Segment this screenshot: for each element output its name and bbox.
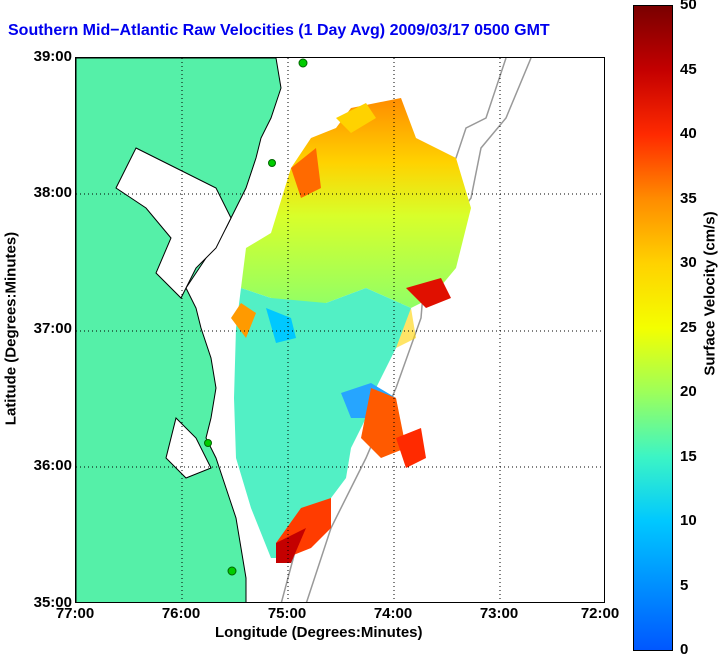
x-axis-label: Longitude (Degrees:Minutes): [215, 624, 423, 641]
map-plot-area: [75, 57, 605, 603]
colorbar-tick: 45: [680, 61, 697, 78]
y-tick-label: 39:00: [33, 48, 72, 65]
velocity-field: [231, 98, 471, 563]
colorbar-tick: 10: [680, 512, 697, 529]
station-markers: [204, 58, 308, 576]
bay: [115, 147, 232, 299]
colorbar-tick: 20: [680, 383, 697, 400]
colorbar-tick: 30: [680, 254, 697, 271]
chart-title: Southern Mid−Atlantic Raw Velocities (1 …: [8, 22, 550, 39]
colorbar-tick: 50: [680, 0, 697, 13]
y-axis-label: Latitude (Degrees:Minutes): [2, 231, 20, 426]
map-gridlines: [76, 58, 604, 602]
x-tick-label: 76:00: [161, 605, 201, 622]
map-canvas: [76, 58, 604, 602]
colorbar-tick: 5: [680, 577, 689, 594]
x-tick-label: 74:00: [373, 605, 413, 622]
y-tick-label: 36:00: [33, 457, 72, 474]
colorbar-tick: 0: [680, 641, 689, 658]
x-tick-label: 73:00: [479, 605, 519, 622]
colorbar: [633, 5, 673, 651]
colorbar-tick: 25: [680, 319, 697, 336]
x-tick-label: 72:00: [580, 605, 620, 622]
x-tick-label: 75:00: [267, 605, 307, 622]
colorbar-tick: 15: [680, 448, 697, 465]
colorbar-tick: 35: [680, 190, 697, 207]
sound: [165, 417, 212, 479]
x-tick-label: 77:00: [55, 605, 95, 622]
y-tick-label: 35:00: [33, 594, 72, 611]
colorbar-tick: 40: [680, 125, 697, 142]
colorbar-label: Surface Velocity (cm/s): [701, 211, 719, 376]
y-tick-label: 38:00: [33, 184, 72, 201]
y-tick-label: 37:00: [33, 320, 72, 337]
